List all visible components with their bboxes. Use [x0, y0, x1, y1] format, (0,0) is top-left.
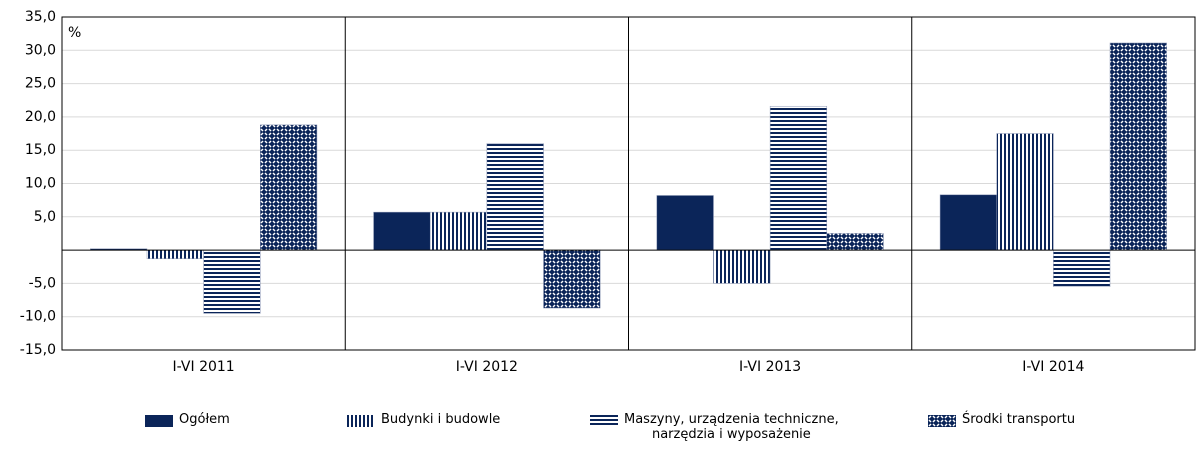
x-tick-label: I-VI 2013	[739, 359, 801, 375]
bar	[713, 249, 771, 284]
legend-swatch	[145, 415, 173, 427]
y-tick-label: 30,0	[25, 42, 56, 58]
bar	[486, 143, 544, 251]
bar	[1053, 249, 1111, 287]
bar	[203, 249, 261, 314]
legend-item: Środki transportu	[928, 412, 1075, 427]
legend-item: Maszyny, urządzenia techniczne, narzędzi…	[590, 412, 839, 442]
bar	[996, 133, 1054, 251]
bar	[939, 194, 997, 251]
bar	[769, 105, 828, 251]
y-tick-label: -10,0	[20, 309, 56, 325]
legend-item: Ogółem	[145, 412, 230, 427]
legend: Ogółem Budynki i budowle Maszyny, urządzen…	[0, 412, 1197, 450]
legend-swatch	[928, 415, 956, 427]
bar	[826, 233, 884, 251]
y-tick-label: 15,0	[25, 142, 56, 158]
y-tick-label: 5,0	[34, 209, 56, 225]
legend-swatch	[590, 415, 618, 427]
bar	[260, 124, 318, 251]
unit-annotation: %	[68, 25, 81, 41]
bar	[373, 211, 431, 251]
legend-item: Budynki i budowle	[347, 412, 500, 427]
bar	[146, 249, 204, 260]
y-tick-label: -15,0	[20, 342, 56, 358]
bar	[429, 211, 488, 251]
legend-label: Ogółem	[179, 412, 230, 427]
legend-label: Budynki i budowle	[381, 412, 501, 427]
y-tick-label: 20,0	[25, 109, 56, 125]
legend-label: Maszyny, urządzenia techniczne, narzędzi…	[624, 412, 839, 442]
bar	[1109, 42, 1167, 251]
y-tick-label: 25,0	[25, 76, 56, 92]
x-tick-label: I-VI 2012	[456, 359, 518, 375]
x-tick-label: I-VI 2014	[1022, 359, 1084, 375]
x-tick-label: I-VI 2011	[173, 359, 235, 375]
y-tick-label: 35,0	[25, 9, 56, 25]
legend-swatch	[347, 415, 375, 427]
chart: % -15,0 -10,0 -5,0 5,0 10,0 15,0 20,0 25,0 30,0 3…	[20, 9, 1196, 375]
y-tick-label: 10,0	[25, 176, 56, 192]
y-tick-label: -5,0	[29, 275, 56, 291]
bar	[543, 249, 601, 309]
legend-label: Środki transportu	[962, 412, 1076, 427]
bar	[656, 195, 714, 251]
